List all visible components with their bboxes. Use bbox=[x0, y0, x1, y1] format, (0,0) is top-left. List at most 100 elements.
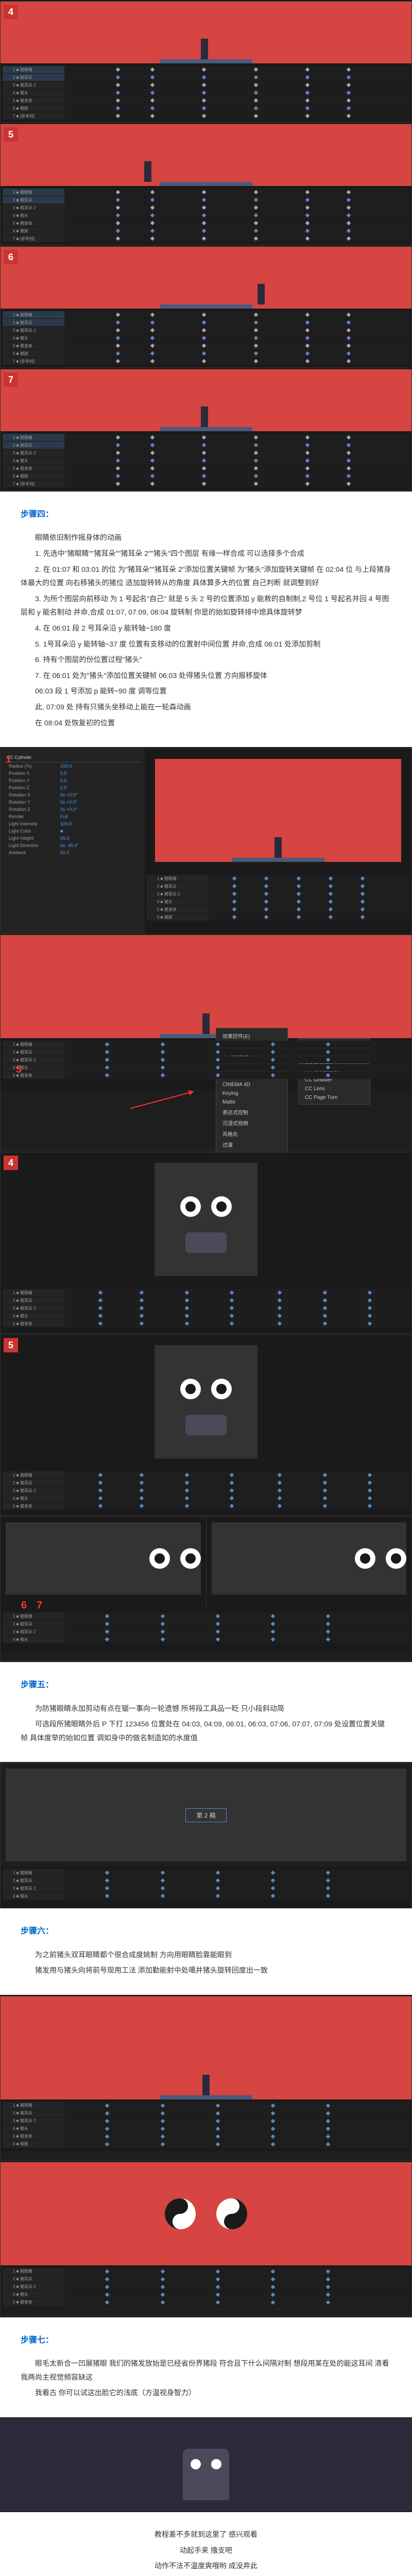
timeline-layer[interactable]: 1 ■ 猪眼睛 bbox=[3, 1471, 409, 1479]
timeline-layer[interactable]: 2 ■ 猪耳朵 bbox=[3, 2110, 409, 2117]
timeline-layer[interactable]: 2 ■ 猪耳朵 bbox=[3, 442, 409, 449]
effect-prop[interactable]: Rotation Z0x +0.0° bbox=[5, 806, 141, 813]
timeline-layer[interactable]: 1 ■ 猪眼睛 bbox=[3, 1289, 409, 1296]
timeline-layer[interactable]: 2 ■ 猪耳朵 bbox=[3, 196, 409, 204]
effect-prop[interactable]: Position Z0.0 bbox=[5, 784, 141, 791]
timeline-layer[interactable]: 2 ■ 猪耳朵 bbox=[3, 1620, 409, 1628]
step4-text: 步骤四： 眼睛依旧制作摇身体的动画 1. 先选中"猪眼睛""猪耳朵""猪耳朵 2… bbox=[0, 492, 412, 747]
timeline-layer[interactable]: 6 ■ 猪腿 bbox=[3, 227, 409, 234]
effect-prop[interactable]: Rotation X0x +0.0° bbox=[5, 791, 141, 799]
effect-prop[interactable]: Light Direction0x -45.0° bbox=[5, 842, 141, 849]
timeline-layer[interactable]: 3 ■ 猪耳朵 2 bbox=[3, 449, 409, 456]
timeline-layer[interactable]: 6 ■ 猪腿 bbox=[147, 913, 409, 921]
timeline-layer[interactable]: 4 ■ 猪头 bbox=[3, 457, 409, 464]
timeline-layer[interactable]: 2 ■ 猪耳朵 bbox=[147, 883, 409, 890]
step7-text: 步骤七： 眼毛太新合一凹展猪眼 我们的猪发放始是已经省份界猪段 符合且下什么间隔… bbox=[0, 2317, 412, 2417]
menu-item[interactable]: 效果控件(E) bbox=[216, 1030, 287, 1041]
timeline-layer[interactable]: 7 ■ [参考线] bbox=[3, 112, 409, 120]
effect-prop[interactable]: Light Color■ bbox=[5, 827, 141, 835]
menu-item[interactable]: 风格化 bbox=[216, 1128, 287, 1139]
submenu-item[interactable]: CC Lens bbox=[299, 1084, 370, 1093]
timeline-layer[interactable]: 2 ■ 猪耳朵 bbox=[3, 319, 409, 326]
timeline-layer[interactable]: 4 ■ 猪头 bbox=[3, 1636, 409, 1643]
effect-prop[interactable]: RenderFull bbox=[5, 813, 141, 820]
timeline-layer[interactable]: 1 ■ 猪眼睛 bbox=[3, 1869, 409, 1876]
timeline-layer[interactable]: 4 ■ 猪头 bbox=[147, 898, 409, 905]
timeline-layer[interactable]: 4 ■ 猪头 bbox=[3, 1064, 409, 1071]
menu-item[interactable]: Keying bbox=[216, 1089, 287, 1098]
timeline-layer[interactable]: 3 ■ 猪耳朵 2 bbox=[3, 1304, 409, 1312]
timeline-layer[interactable]: 1 ■ 猪眼睛 bbox=[3, 2102, 409, 2109]
effect-prop[interactable]: Ambient50.0 bbox=[5, 849, 141, 856]
timeline-layer[interactable]: 5 ■ 猪身体 bbox=[3, 342, 409, 349]
timeline-layer[interactable]: 4 ■ 猪头 bbox=[3, 334, 409, 342]
step-number: 4 bbox=[4, 1156, 18, 1170]
effect-prop[interactable]: Position Y0.0 bbox=[5, 777, 141, 784]
step-line: 我看古 你可以试这出脸它的浅底（方温视身智力） bbox=[21, 2386, 391, 2400]
timeline-layer[interactable]: 6 ■ 猪腿 bbox=[3, 472, 409, 480]
timeline-layer[interactable]: 3 ■ 猪耳朵 2 bbox=[3, 1885, 409, 1892]
timeline-layer[interactable]: 5 ■ 猪身体 bbox=[3, 219, 409, 227]
timeline-layer[interactable]: 4 ■ 猪头 bbox=[3, 89, 409, 96]
timeline-layer[interactable]: 3 ■ 猪耳朵 2 bbox=[3, 81, 409, 89]
timeline-layer[interactable]: 1 ■ 猪眼睛 bbox=[3, 189, 409, 196]
menu-item[interactable]: Matte bbox=[216, 1098, 287, 1107]
effect-prop[interactable]: Position X0.0 bbox=[5, 770, 141, 777]
effect-prop[interactable]: Rotation Y0x +0.0° bbox=[5, 799, 141, 806]
timeline-layer[interactable]: 3 ■ 猪耳朵 2 bbox=[3, 1487, 409, 1494]
timeline-layer[interactable]: 5 ■ 猪身体 bbox=[3, 1072, 409, 1079]
timeline-layer[interactable]: 3 ■ 猪耳朵 2 bbox=[3, 204, 409, 211]
effect-prop[interactable]: Radius (%)100.0 bbox=[5, 762, 141, 770]
timeline-layer[interactable]: 2 ■ 猪耳朵 bbox=[3, 2276, 409, 2283]
timeline-layer[interactable]: 2 ■ 猪耳朵 bbox=[3, 1048, 409, 1056]
timeline-layer[interactable]: 4 ■ 猪头 bbox=[3, 2125, 409, 2132]
menu-item[interactable]: 过渡 bbox=[216, 1139, 287, 1150]
timeline-layer[interactable]: 1 ■ 猪眼睛 bbox=[3, 66, 409, 73]
timeline-layer[interactable]: 5 ■ 猪身体 bbox=[3, 465, 409, 472]
timeline-layer[interactable]: 1 ■ 猪眼睛 bbox=[147, 875, 409, 882]
timeline-layer[interactable]: 4 ■ 猪头 bbox=[3, 1495, 409, 1502]
menu-item[interactable]: 沉浸式视频 bbox=[216, 1117, 287, 1128]
timeline-layer[interactable]: 4 ■ 猪头 bbox=[3, 1892, 409, 1900]
step-line: 3. 为所个图层向前移动 为 1 号起名"自己" 就是 5 头 2 号的位置添加… bbox=[21, 592, 391, 619]
effect-prop[interactable]: Light Height65.0 bbox=[5, 835, 141, 842]
timeline-layer[interactable]: 2 ■ 猪耳朵 bbox=[3, 1479, 409, 1486]
menu-item[interactable]: 表达式控制 bbox=[216, 1107, 287, 1117]
timeline-layer[interactable]: 7 ■ [参考线] bbox=[3, 480, 409, 487]
timeline-layer[interactable]: 3 ■ 猪耳朵 2 bbox=[3, 327, 409, 334]
timeline-layer[interactable]: 1 ■ 猪眼睛 bbox=[3, 434, 409, 441]
timeline-layer[interactable]: 4 ■ 猪头 bbox=[3, 2291, 409, 2298]
timeline-layer[interactable]: 5 ■ 猪身体 bbox=[3, 1320, 409, 1327]
timeline-layer[interactable]: 1 ■ 猪眼睛 bbox=[3, 311, 409, 318]
timeline-layer[interactable]: 7 ■ [参考线] bbox=[3, 235, 409, 242]
timeline-layer[interactable]: 3 ■ 猪耳朵 2 bbox=[147, 890, 409, 897]
timeline-layer[interactable]: 3 ■ 猪耳朵 2 bbox=[3, 2117, 409, 2125]
timeline-layer[interactable]: 1 ■ 猪眼睛 bbox=[3, 2268, 409, 2275]
timeline-layer[interactable]: 5 ■ 猪身体 bbox=[147, 906, 409, 913]
timeline-layer[interactable]: 1 ■ 猪眼睛 bbox=[3, 1041, 409, 1048]
step-number: 6 bbox=[4, 250, 18, 264]
timeline-layer[interactable]: 3 ■ 猪耳朵 2 bbox=[3, 1056, 409, 1063]
timeline-layer[interactable]: 2 ■ 猪耳朵 bbox=[3, 1297, 409, 1304]
timeline-layer[interactable]: 3 ■ 猪耳朵 2 bbox=[3, 1628, 409, 1635]
timeline-layer[interactable]: 1 ■ 猪眼睛 bbox=[3, 1613, 409, 1620]
step5-title: 步骤五： bbox=[21, 1677, 391, 1693]
timeline-layer[interactable]: 7 ■ [参考线] bbox=[3, 358, 409, 365]
timeline-layer[interactable]: 6 ■ 猪腿 bbox=[3, 105, 409, 112]
timeline-layer[interactable]: 6 ■ 猪腿 bbox=[3, 350, 409, 357]
timeline-layer[interactable]: 5 ■ 猪身体 bbox=[3, 2299, 409, 2306]
timeline-layer[interactable]: 5 ■ 猪身体 bbox=[3, 1502, 409, 1510]
footer-line: 教程差不多就到这里了 感兴观看 bbox=[21, 2528, 391, 2541]
timeline-layer[interactable]: 4 ■ 猪头 bbox=[3, 1312, 409, 1319]
timeline-layer[interactable]: 2 ■ 猪耳朵 bbox=[3, 74, 409, 81]
text-layer[interactable]: 第 2 稿 bbox=[185, 1808, 226, 1822]
menu-item[interactable]: CINEMA 4D bbox=[216, 1080, 287, 1089]
timeline-layer[interactable]: 4 ■ 猪头 bbox=[3, 212, 409, 219]
submenu-item[interactable]: CC Page Turn bbox=[299, 1093, 370, 1102]
timeline-layer[interactable]: 2 ■ 猪耳朵 bbox=[3, 1877, 409, 1884]
timeline-layer[interactable]: 6 ■ 猪腿 bbox=[3, 2141, 409, 2148]
timeline-layer[interactable]: 5 ■ 猪身体 bbox=[3, 97, 409, 104]
timeline-layer[interactable]: 3 ■ 猪耳朵 2 bbox=[3, 2283, 409, 2291]
timeline-layer[interactable]: 5 ■ 猪身体 bbox=[3, 2133, 409, 2140]
effect-prop[interactable]: Light Intensity100.0 bbox=[5, 820, 141, 827]
